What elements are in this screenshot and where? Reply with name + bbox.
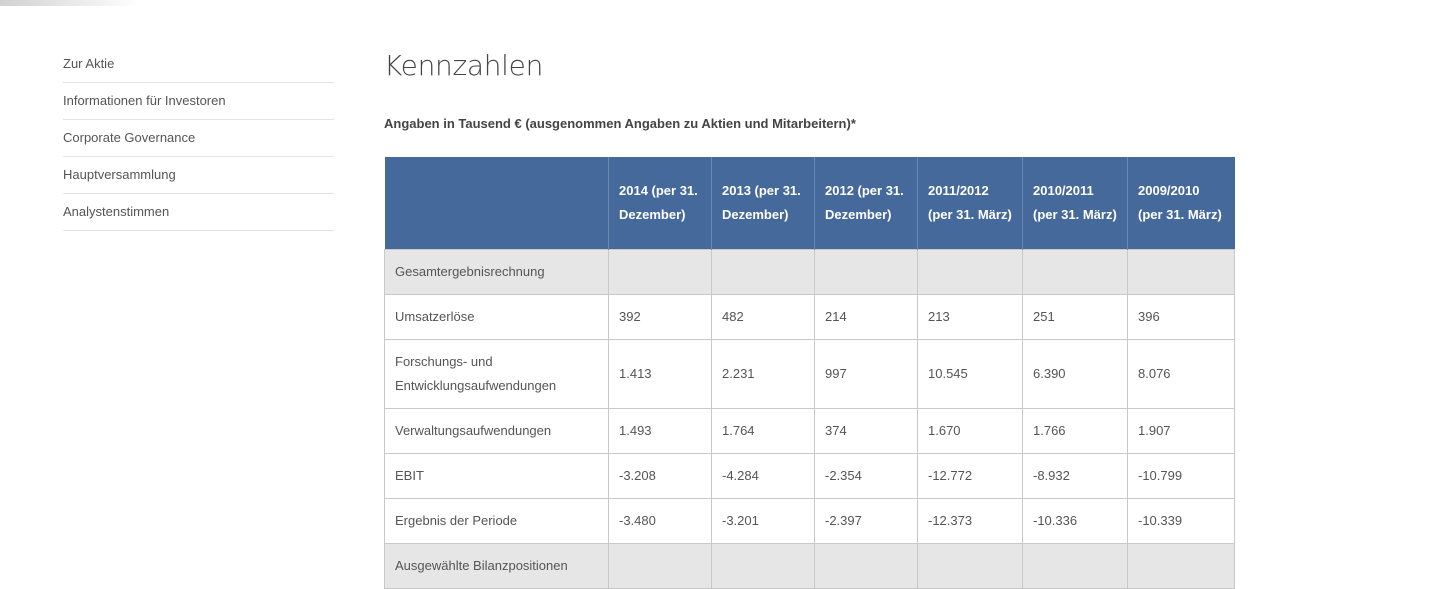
table-row: EBIT -3.208 -4.284 -2.354 -12.772 -8.932 -10.7…: [384, 453, 1235, 499]
table-row: Forschungs- und Entwicklungsaufwendungen…: [384, 339, 1235, 409]
table-cell: -2.354: [814, 453, 918, 499]
table-cell: 1.764: [711, 408, 815, 454]
table-cell: [608, 543, 712, 589]
table-cell: -4.284: [711, 453, 815, 499]
top-decoration: [0, 0, 140, 6]
table-row: Umsatzerlöse 392 482 214 213 251 396: [384, 294, 1235, 340]
table-cell: 251: [1022, 294, 1128, 340]
table-caption: Angaben in Tausend € (ausgenommen Angabe…: [384, 116, 856, 131]
page-title: Kennzahlen: [384, 49, 544, 82]
sidebar-item-informationen-investoren[interactable]: Informationen für Investoren: [63, 83, 334, 120]
table-cell: 1.493: [608, 408, 712, 454]
table-cell: -10.339: [1127, 498, 1235, 544]
main-content: Kennzahlen Angaben in Tausend € (ausgeno…: [384, 46, 1235, 589]
table-cell: 392: [608, 294, 712, 340]
table-cell: [711, 249, 815, 295]
table-row: Verwaltungsaufwendungen 1.493 1.764 374 1.67…: [384, 408, 1235, 454]
table-cell: 1.670: [917, 408, 1023, 454]
column-header: [384, 157, 609, 250]
table-cell: [814, 249, 918, 295]
table-cell: 482: [711, 294, 815, 340]
table-cell: 1.907: [1127, 408, 1235, 454]
row-label: Forschungs- und Entwicklungsaufwendungen: [384, 339, 609, 409]
table-cell: 213: [917, 294, 1023, 340]
row-label: Ausgewählte Bilanzpositionen: [384, 543, 609, 589]
sidebar-item-analystenstimmen[interactable]: Analystenstimmen: [63, 194, 334, 231]
column-header: 2013 (per 31. Dezember): [711, 157, 815, 250]
sidebar-item-hauptversammlung[interactable]: Hauptversammlung: [63, 157, 334, 194]
sidebar-nav: Zur Aktie Informationen für Investoren C…: [63, 46, 334, 231]
table-cell: [1022, 543, 1128, 589]
table-cell: -3.208: [608, 453, 712, 499]
table-cell: -10.799: [1127, 453, 1235, 499]
column-header: 2010/2011 (per 31. März): [1022, 157, 1128, 250]
table-cell: [1127, 543, 1235, 589]
table-cell: [814, 543, 918, 589]
table-cell: -3.201: [711, 498, 815, 544]
table-cell: -8.932: [1022, 453, 1128, 499]
table-cell: [1022, 249, 1128, 295]
row-label: Umsatzerlöse: [384, 294, 609, 340]
column-header: 2012 (per 31. Dezember): [814, 157, 918, 250]
table-cell: [711, 543, 815, 589]
table-cell: 10.545: [917, 339, 1023, 409]
table-cell: 1.413: [608, 339, 712, 409]
row-label: Gesamtergebnisrechnung: [384, 249, 609, 295]
column-header: 2009/2010 (per 31. März): [1127, 157, 1235, 250]
table-cell: -12.373: [917, 498, 1023, 544]
table-cell: [1127, 249, 1235, 295]
column-header: 2011/2012 (per 31. März): [917, 157, 1023, 250]
table-cell: 214: [814, 294, 918, 340]
table-cell: -12.772: [917, 453, 1023, 499]
table-cell: -3.480: [608, 498, 712, 544]
table-cell: 374: [814, 408, 918, 454]
table-section-row: Ausgewählte Bilanzpositionen: [384, 543, 1235, 589]
table-header-row: 2014 (per 31. Dezember) 2013 (per 31. De…: [384, 157, 1235, 250]
row-label: Verwaltungsaufwendungen: [384, 408, 609, 454]
key-figures-table: 2014 (per 31. Dezember) 2013 (per 31. De…: [384, 157, 1235, 589]
row-label: EBIT: [384, 453, 609, 499]
table-cell: [608, 249, 712, 295]
row-label: Ergebnis der Periode: [384, 498, 609, 544]
table-cell: 8.076: [1127, 339, 1235, 409]
table-row: Ergebnis der Periode -3.480 -3.201 -2.397 -1…: [384, 498, 1235, 544]
table-cell: [917, 249, 1023, 295]
table-cell: 1.766: [1022, 408, 1128, 454]
table-cell: 6.390: [1022, 339, 1128, 409]
sidebar-item-corporate-governance[interactable]: Corporate Governance: [63, 120, 334, 157]
table-section-row: Gesamtergebnisrechnung: [384, 249, 1235, 295]
table-cell: -10.336: [1022, 498, 1128, 544]
sidebar-item-zur-aktie[interactable]: Zur Aktie: [63, 46, 334, 83]
table-cell: -2.397: [814, 498, 918, 544]
table-cell: 997: [814, 339, 918, 409]
table-cell: 396: [1127, 294, 1235, 340]
column-header: 2014 (per 31. Dezember): [608, 157, 712, 250]
table-cell: [917, 543, 1023, 589]
table-cell: 2.231: [711, 339, 815, 409]
